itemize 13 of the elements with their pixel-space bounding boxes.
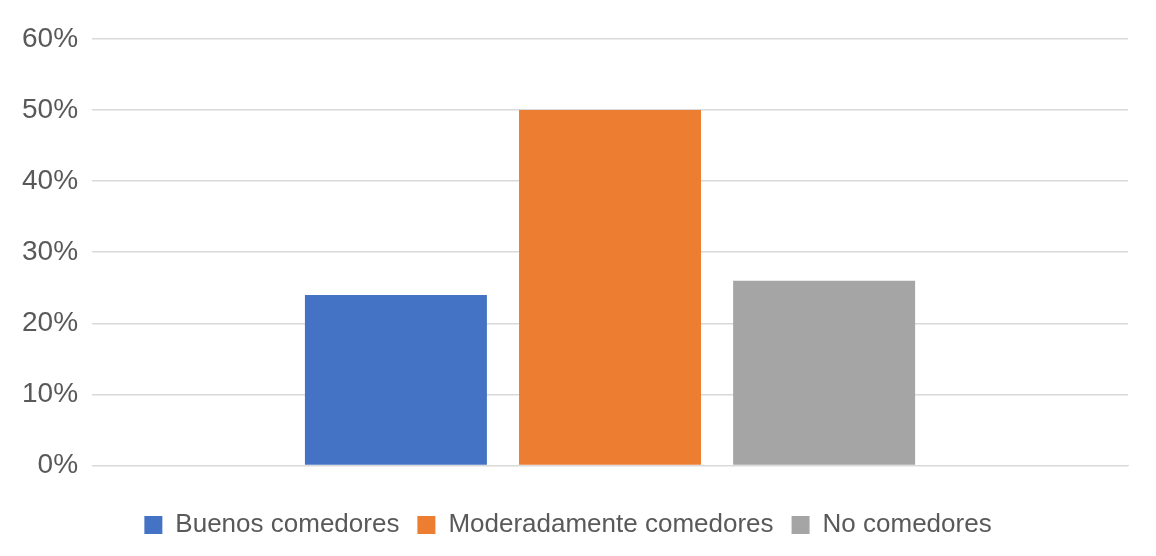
y-tick-label: 10%	[21, 377, 79, 409]
y-tick-label: 20%	[21, 306, 79, 338]
y-tick-label: 60%	[21, 21, 79, 53]
legend-label: No comedores	[822, 508, 992, 539]
bar	[733, 280, 916, 465]
bar	[304, 294, 487, 465]
bar	[519, 109, 702, 465]
y-tick-label: 0%	[37, 448, 79, 480]
y-tick-label: 30%	[21, 234, 79, 266]
legend-label: Moderadamente comedores	[448, 508, 774, 539]
y-tick-label: 50%	[21, 92, 79, 124]
legend-label: Buenos comedores	[175, 508, 400, 539]
y-tick-label: 40%	[21, 163, 79, 195]
